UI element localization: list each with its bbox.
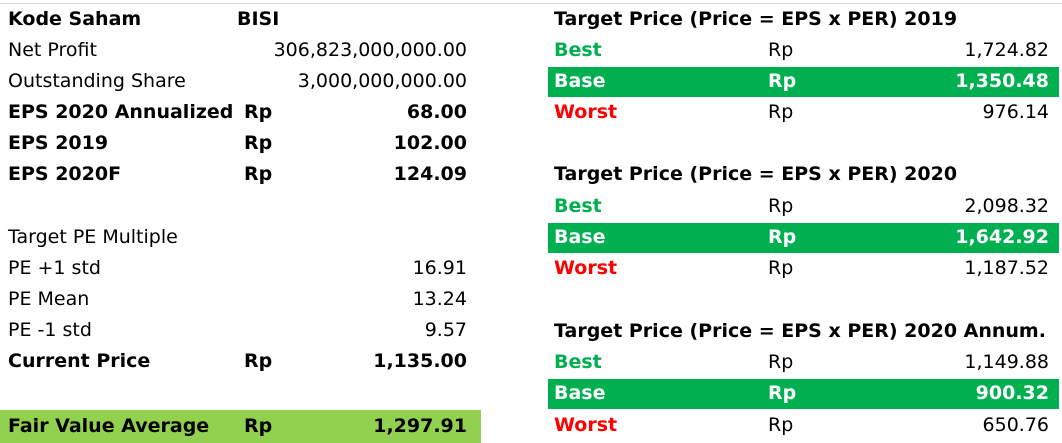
base-band xyxy=(548,379,1059,409)
row-pe-minus: PE -1 std 9.57 xyxy=(0,315,481,346)
best-currency: Rp xyxy=(768,195,794,217)
best-currency: Rp xyxy=(768,351,794,373)
kode-saham-value: BISI xyxy=(237,8,280,30)
row-kode-saham: Kode Saham BISI xyxy=(0,4,481,35)
base-label: Base xyxy=(554,382,606,404)
outstanding-share-label: Outstanding Share xyxy=(8,70,186,92)
section-2020-annum-worst-row: Worst Rp 650.76 xyxy=(548,410,1062,441)
section-2019-worst-row: Worst Rp 976.14 xyxy=(548,97,1062,128)
pe-minus-label: PE -1 std xyxy=(8,319,92,341)
current-price-value: 1,135.00 xyxy=(373,350,467,372)
row-current-price: Current Price Rp 1,135.00 xyxy=(0,346,481,377)
worst-currency: Rp xyxy=(768,257,794,279)
best-label: Best xyxy=(554,195,602,217)
base-label: Base xyxy=(554,70,606,92)
row-target-pe: Target PE Multiple xyxy=(0,222,481,253)
eps-annualized-value: 68.00 xyxy=(406,101,467,123)
eps-2020f-label: EPS 2020F xyxy=(8,163,122,185)
worst-value: 976.14 xyxy=(982,101,1049,123)
outstanding-share-value: 3,000,000,000.00 xyxy=(297,70,467,92)
section-2020-annum-base-row: Base Rp 900.32 xyxy=(548,378,1062,409)
current-price-currency: Rp xyxy=(244,350,273,372)
section-2020-base-row: Base Rp 1,642.92 xyxy=(548,222,1062,253)
worst-currency: Rp xyxy=(768,414,794,436)
target-pe-label: Target PE Multiple xyxy=(8,226,178,248)
base-label: Base xyxy=(554,226,606,248)
base-value: 1,642.92 xyxy=(955,226,1049,248)
fair-value-label: Fair Value Average xyxy=(8,415,210,437)
worst-label: Worst xyxy=(554,414,618,436)
top-border xyxy=(0,3,1062,4)
row-pe-plus: PE +1 std 16.91 xyxy=(0,253,481,284)
row-eps-annualized: EPS 2020 Annualized Rp 68.00 xyxy=(0,97,481,128)
eps-2019-value: 102.00 xyxy=(393,132,467,154)
net-profit-value: 306,823,000,000.00 xyxy=(273,39,467,61)
worst-label: Worst xyxy=(554,101,618,123)
fair-value-currency: Rp xyxy=(244,415,273,437)
row-fair-value: Fair Value Average Rp 1,297.91 xyxy=(0,411,481,442)
kode-saham-label: Kode Saham xyxy=(8,8,142,30)
section-2020-worst-row: Worst Rp 1,187.52 xyxy=(548,253,1062,284)
pe-minus-value: 9.57 xyxy=(424,319,467,341)
fair-value-value: 1,297.91 xyxy=(373,415,467,437)
section-2019-base-row: Base Rp 1,350.48 xyxy=(548,66,1062,97)
best-label: Best xyxy=(554,351,602,373)
pe-plus-label: PE +1 std xyxy=(8,257,101,279)
fair-value-band xyxy=(0,410,481,443)
base-currency: Rp xyxy=(768,70,797,92)
base-band xyxy=(548,67,1059,97)
row-pe-mean: PE Mean 13.24 xyxy=(0,284,481,315)
eps-2020f-currency: Rp xyxy=(244,163,273,185)
base-value: 900.32 xyxy=(975,382,1049,404)
base-currency: Rp xyxy=(768,382,797,404)
row-outstanding-share: Outstanding Share 3,000,000,000.00 xyxy=(0,66,481,97)
section-2019-title: Target Price (Price = EPS x PER) 2019 xyxy=(554,8,958,30)
section-2019-title-row: Target Price (Price = EPS x PER) 2019 xyxy=(548,4,1062,35)
eps-annualized-label: EPS 2020 Annualized xyxy=(8,101,234,123)
best-value: 2,098.32 xyxy=(964,195,1049,217)
best-value: 1,149.88 xyxy=(964,351,1049,373)
pe-plus-value: 16.91 xyxy=(412,257,467,279)
best-label: Best xyxy=(554,39,602,61)
section-2020-best-row: Best Rp 2,098.32 xyxy=(548,191,1062,222)
best-value: 1,724.82 xyxy=(964,39,1049,61)
base-currency: Rp xyxy=(768,226,797,248)
section-2019-best-row: Best Rp 1,724.82 xyxy=(548,35,1062,66)
eps-2019-currency: Rp xyxy=(244,132,273,154)
worst-currency: Rp xyxy=(768,101,794,123)
eps-annualized-currency: Rp xyxy=(244,101,273,123)
worst-label: Worst xyxy=(554,257,618,279)
worst-value: 1,187.52 xyxy=(964,257,1049,279)
current-price-label: Current Price xyxy=(8,350,151,372)
section-2020-annum-best-row: Best Rp 1,149.88 xyxy=(548,347,1062,378)
base-band xyxy=(548,223,1059,253)
pe-mean-label: PE Mean xyxy=(8,288,90,310)
row-net-profit: Net Profit 306,823,000,000.00 xyxy=(0,35,481,66)
row-eps-2019: EPS 2019 Rp 102.00 xyxy=(0,128,481,159)
section-2020-annum-title-row: Target Price (Price = EPS x PER) 2020 An… xyxy=(548,316,1062,347)
section-2020-title: Target Price (Price = EPS x PER) 2020 xyxy=(554,163,958,185)
eps-2019-label: EPS 2019 xyxy=(8,132,109,154)
section-2020-title-row: Target Price (Price = EPS x PER) 2020 xyxy=(548,159,1062,190)
best-currency: Rp xyxy=(768,39,794,61)
row-eps-2020f: EPS 2020F Rp 124.09 xyxy=(0,159,481,190)
pe-mean-value: 13.24 xyxy=(412,288,467,310)
eps-2020f-value: 124.09 xyxy=(393,163,467,185)
net-profit-label: Net Profit xyxy=(8,39,97,61)
section-2020-annum-title: Target Price (Price = EPS x PER) 2020 An… xyxy=(554,320,1046,342)
base-value: 1,350.48 xyxy=(955,70,1049,92)
worst-value: 650.76 xyxy=(982,414,1049,436)
